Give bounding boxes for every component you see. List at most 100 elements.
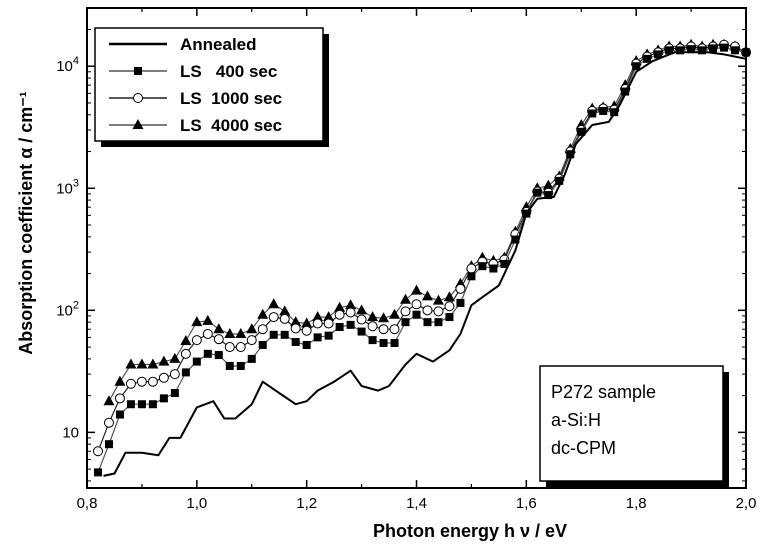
circle-marker bbox=[257, 324, 268, 335]
circle-marker bbox=[213, 334, 224, 345]
y-tick-label: 102 bbox=[56, 299, 79, 319]
circle-marker bbox=[92, 446, 103, 457]
circle-marker bbox=[422, 305, 433, 316]
triangle-marker bbox=[180, 335, 192, 346]
square-marker bbox=[654, 50, 663, 59]
legend-circle-marker bbox=[133, 93, 143, 103]
triangle-marker bbox=[279, 305, 291, 316]
square-marker bbox=[346, 320, 355, 329]
x-tick-label: 1,4 bbox=[406, 495, 427, 512]
circle-marker bbox=[400, 306, 411, 317]
y-tick-label: 103 bbox=[56, 177, 79, 197]
square-marker bbox=[500, 259, 509, 268]
square-marker bbox=[93, 468, 102, 477]
circle-marker bbox=[323, 318, 334, 329]
square-marker bbox=[368, 336, 377, 345]
x-tick-label: 1,8 bbox=[626, 495, 647, 512]
circle-marker bbox=[103, 417, 114, 428]
square-marker bbox=[170, 389, 179, 398]
circle-marker bbox=[180, 348, 191, 359]
triangle-marker bbox=[125, 358, 137, 369]
square-marker bbox=[621, 87, 630, 96]
x-axis-title: Photon energy h ν / eV bbox=[373, 521, 567, 541]
circle-marker bbox=[345, 307, 356, 318]
legend-box bbox=[94, 27, 324, 142]
square-marker bbox=[159, 394, 168, 403]
square-marker bbox=[687, 45, 696, 54]
annotation-line: P272 sample bbox=[551, 382, 656, 402]
triangle-marker bbox=[147, 358, 159, 369]
triangle-marker bbox=[356, 304, 368, 315]
x-tick-label: 2,0 bbox=[736, 495, 757, 512]
circle-marker bbox=[466, 263, 477, 274]
axes-layer: 0,8 1,0 1,2 1,4 1,6 1,8 2,0 10 102 103 104 bbox=[56, 7, 757, 512]
triangle-marker bbox=[301, 317, 313, 328]
x-tick-label: 0,8 bbox=[77, 495, 98, 512]
circle-marker bbox=[312, 318, 323, 329]
triangle-marker bbox=[257, 308, 269, 319]
circle-marker bbox=[136, 376, 147, 387]
square-marker bbox=[126, 400, 135, 409]
triangle-marker bbox=[290, 316, 302, 327]
legend-square-marker bbox=[134, 67, 142, 75]
square-marker bbox=[401, 318, 410, 327]
square-marker bbox=[412, 310, 421, 319]
series-annealed bbox=[103, 51, 747, 477]
square-marker bbox=[676, 46, 685, 55]
circle-marker bbox=[202, 328, 213, 339]
triangle-marker bbox=[202, 314, 214, 325]
circle-marker bbox=[378, 324, 389, 335]
square-marker bbox=[665, 46, 674, 55]
circle-marker bbox=[356, 314, 367, 325]
square-marker bbox=[533, 188, 542, 197]
square-marker bbox=[544, 191, 553, 200]
series-layer bbox=[92, 38, 751, 477]
square-marker bbox=[104, 440, 113, 449]
square-marker bbox=[489, 264, 498, 273]
square-marker bbox=[742, 48, 750, 57]
triangle-marker bbox=[103, 395, 115, 406]
square-marker bbox=[357, 327, 366, 336]
square-marker bbox=[115, 410, 124, 419]
square-marker bbox=[214, 351, 223, 360]
series-ls-4000-line bbox=[108, 44, 736, 402]
square-marker bbox=[236, 361, 245, 370]
triangle-marker bbox=[312, 311, 324, 322]
square-marker bbox=[313, 333, 322, 342]
legend-label: LS 4000 sec bbox=[180, 116, 282, 135]
circle-marker bbox=[334, 309, 345, 320]
triangle-marker bbox=[246, 323, 258, 334]
square-marker bbox=[247, 354, 256, 363]
x-tick-label: 1,0 bbox=[186, 495, 207, 512]
circle-marker bbox=[455, 283, 466, 294]
square-marker bbox=[291, 338, 300, 347]
triangle-marker bbox=[334, 301, 346, 312]
square-marker bbox=[192, 357, 201, 366]
y-tick-label: 10 bbox=[62, 424, 79, 441]
triangle-marker bbox=[542, 179, 554, 190]
square-marker bbox=[335, 322, 344, 331]
triangle-marker bbox=[136, 358, 148, 369]
square-marker bbox=[720, 43, 729, 52]
square-marker bbox=[258, 340, 267, 349]
legend-triangle-marker bbox=[132, 119, 144, 129]
triangle-marker bbox=[213, 323, 225, 334]
circle-marker bbox=[290, 323, 301, 334]
square-marker bbox=[643, 54, 652, 63]
triangle-marker bbox=[158, 355, 170, 366]
circle-marker bbox=[433, 306, 444, 317]
triangle-marker bbox=[378, 312, 390, 323]
triangle-marker bbox=[224, 327, 236, 338]
square-marker bbox=[225, 361, 234, 370]
triangle-marker bbox=[169, 352, 181, 363]
annotation-line: a-Si:H bbox=[551, 410, 601, 430]
triangle-marker bbox=[235, 327, 247, 338]
circle-marker bbox=[125, 378, 136, 389]
circle-marker bbox=[169, 369, 180, 380]
triangle-marker bbox=[389, 308, 401, 319]
triangle-marker bbox=[411, 284, 422, 295]
circle-marker bbox=[367, 321, 378, 332]
triangle-marker bbox=[114, 375, 126, 386]
circle-marker bbox=[191, 335, 202, 346]
triangle-marker bbox=[191, 316, 203, 327]
